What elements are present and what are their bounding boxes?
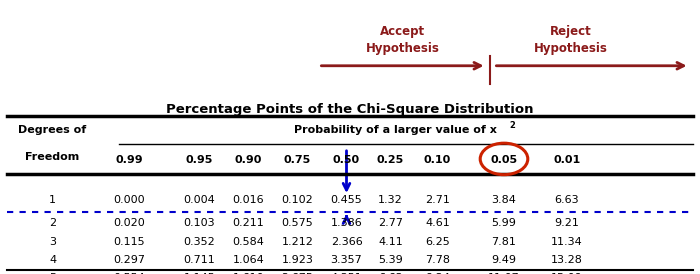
Text: 2: 2 — [510, 121, 515, 130]
Text: 1.386: 1.386 — [330, 218, 363, 228]
Text: 0.25: 0.25 — [377, 155, 404, 165]
Text: 9.24: 9.24 — [425, 273, 450, 274]
Text: 0.584: 0.584 — [232, 238, 265, 247]
Text: 0.99: 0.99 — [116, 155, 144, 165]
Text: 11.07: 11.07 — [488, 273, 520, 274]
Text: 0.297: 0.297 — [113, 255, 146, 265]
Text: 15.09: 15.09 — [551, 273, 583, 274]
Text: 3.357: 3.357 — [330, 255, 363, 265]
Text: 0.000: 0.000 — [113, 195, 146, 205]
Text: Freedom: Freedom — [25, 152, 80, 162]
Text: 1.923: 1.923 — [281, 255, 314, 265]
Text: 6.63: 6.63 — [378, 273, 403, 274]
Text: 0.10: 0.10 — [424, 155, 451, 165]
Text: 1: 1 — [49, 195, 56, 205]
Text: 0.75: 0.75 — [284, 155, 311, 165]
Text: 11.34: 11.34 — [551, 238, 583, 247]
Text: 0.01: 0.01 — [554, 155, 580, 165]
Text: 1.212: 1.212 — [281, 238, 314, 247]
Text: 13.28: 13.28 — [551, 255, 583, 265]
Text: 0.455: 0.455 — [330, 195, 363, 205]
Text: 6.25: 6.25 — [425, 238, 450, 247]
Text: Percentage Points of the Chi-Square Distribution: Percentage Points of the Chi-Square Dist… — [167, 103, 533, 116]
Text: 0.004: 0.004 — [183, 195, 216, 205]
Text: 0.020: 0.020 — [113, 218, 146, 228]
Text: 2.366: 2.366 — [330, 238, 363, 247]
Text: 5.39: 5.39 — [378, 255, 403, 265]
Text: 0.016: 0.016 — [232, 195, 265, 205]
Text: 0.103: 0.103 — [183, 218, 216, 228]
Text: Reject
Hypothesis: Reject Hypothesis — [533, 25, 608, 55]
Text: 4.61: 4.61 — [425, 218, 450, 228]
Text: 0.554: 0.554 — [113, 273, 146, 274]
Text: 2.675: 2.675 — [281, 273, 314, 274]
Text: 0.352: 0.352 — [183, 238, 216, 247]
Text: 0.90: 0.90 — [234, 155, 262, 165]
Text: 2: 2 — [49, 218, 56, 228]
Text: 3: 3 — [49, 238, 56, 247]
Text: 5.99: 5.99 — [491, 218, 517, 228]
Text: 0.211: 0.211 — [232, 218, 265, 228]
Text: 9.49: 9.49 — [491, 255, 517, 265]
Text: 0.575: 0.575 — [281, 218, 314, 228]
Text: 7.78: 7.78 — [425, 255, 450, 265]
Text: 2.77: 2.77 — [378, 218, 403, 228]
Text: Accept
Hypothesis: Accept Hypothesis — [365, 25, 440, 55]
Text: 7.81: 7.81 — [491, 238, 517, 247]
Text: 1.610: 1.610 — [232, 273, 265, 274]
Text: 4.351: 4.351 — [330, 273, 363, 274]
Text: Degrees of: Degrees of — [18, 125, 87, 135]
Text: 4.11: 4.11 — [378, 238, 403, 247]
Text: 0.95: 0.95 — [186, 155, 214, 165]
Text: 0.115: 0.115 — [113, 238, 146, 247]
Text: 4: 4 — [49, 255, 56, 265]
Text: 0.711: 0.711 — [183, 255, 216, 265]
Text: 6.63: 6.63 — [554, 195, 580, 205]
Text: 5: 5 — [49, 273, 56, 274]
Text: 1.064: 1.064 — [232, 255, 265, 265]
Text: 0.05: 0.05 — [491, 155, 517, 165]
Text: 0.102: 0.102 — [281, 195, 314, 205]
Text: 3.84: 3.84 — [491, 195, 517, 205]
Text: Probability of a larger value of x: Probability of a larger value of x — [294, 125, 497, 135]
Text: 1.145: 1.145 — [183, 273, 216, 274]
Text: 9.21: 9.21 — [554, 218, 580, 228]
Text: 2.71: 2.71 — [425, 195, 450, 205]
Text: 0.50: 0.50 — [333, 155, 360, 165]
Text: 1.32: 1.32 — [378, 195, 403, 205]
